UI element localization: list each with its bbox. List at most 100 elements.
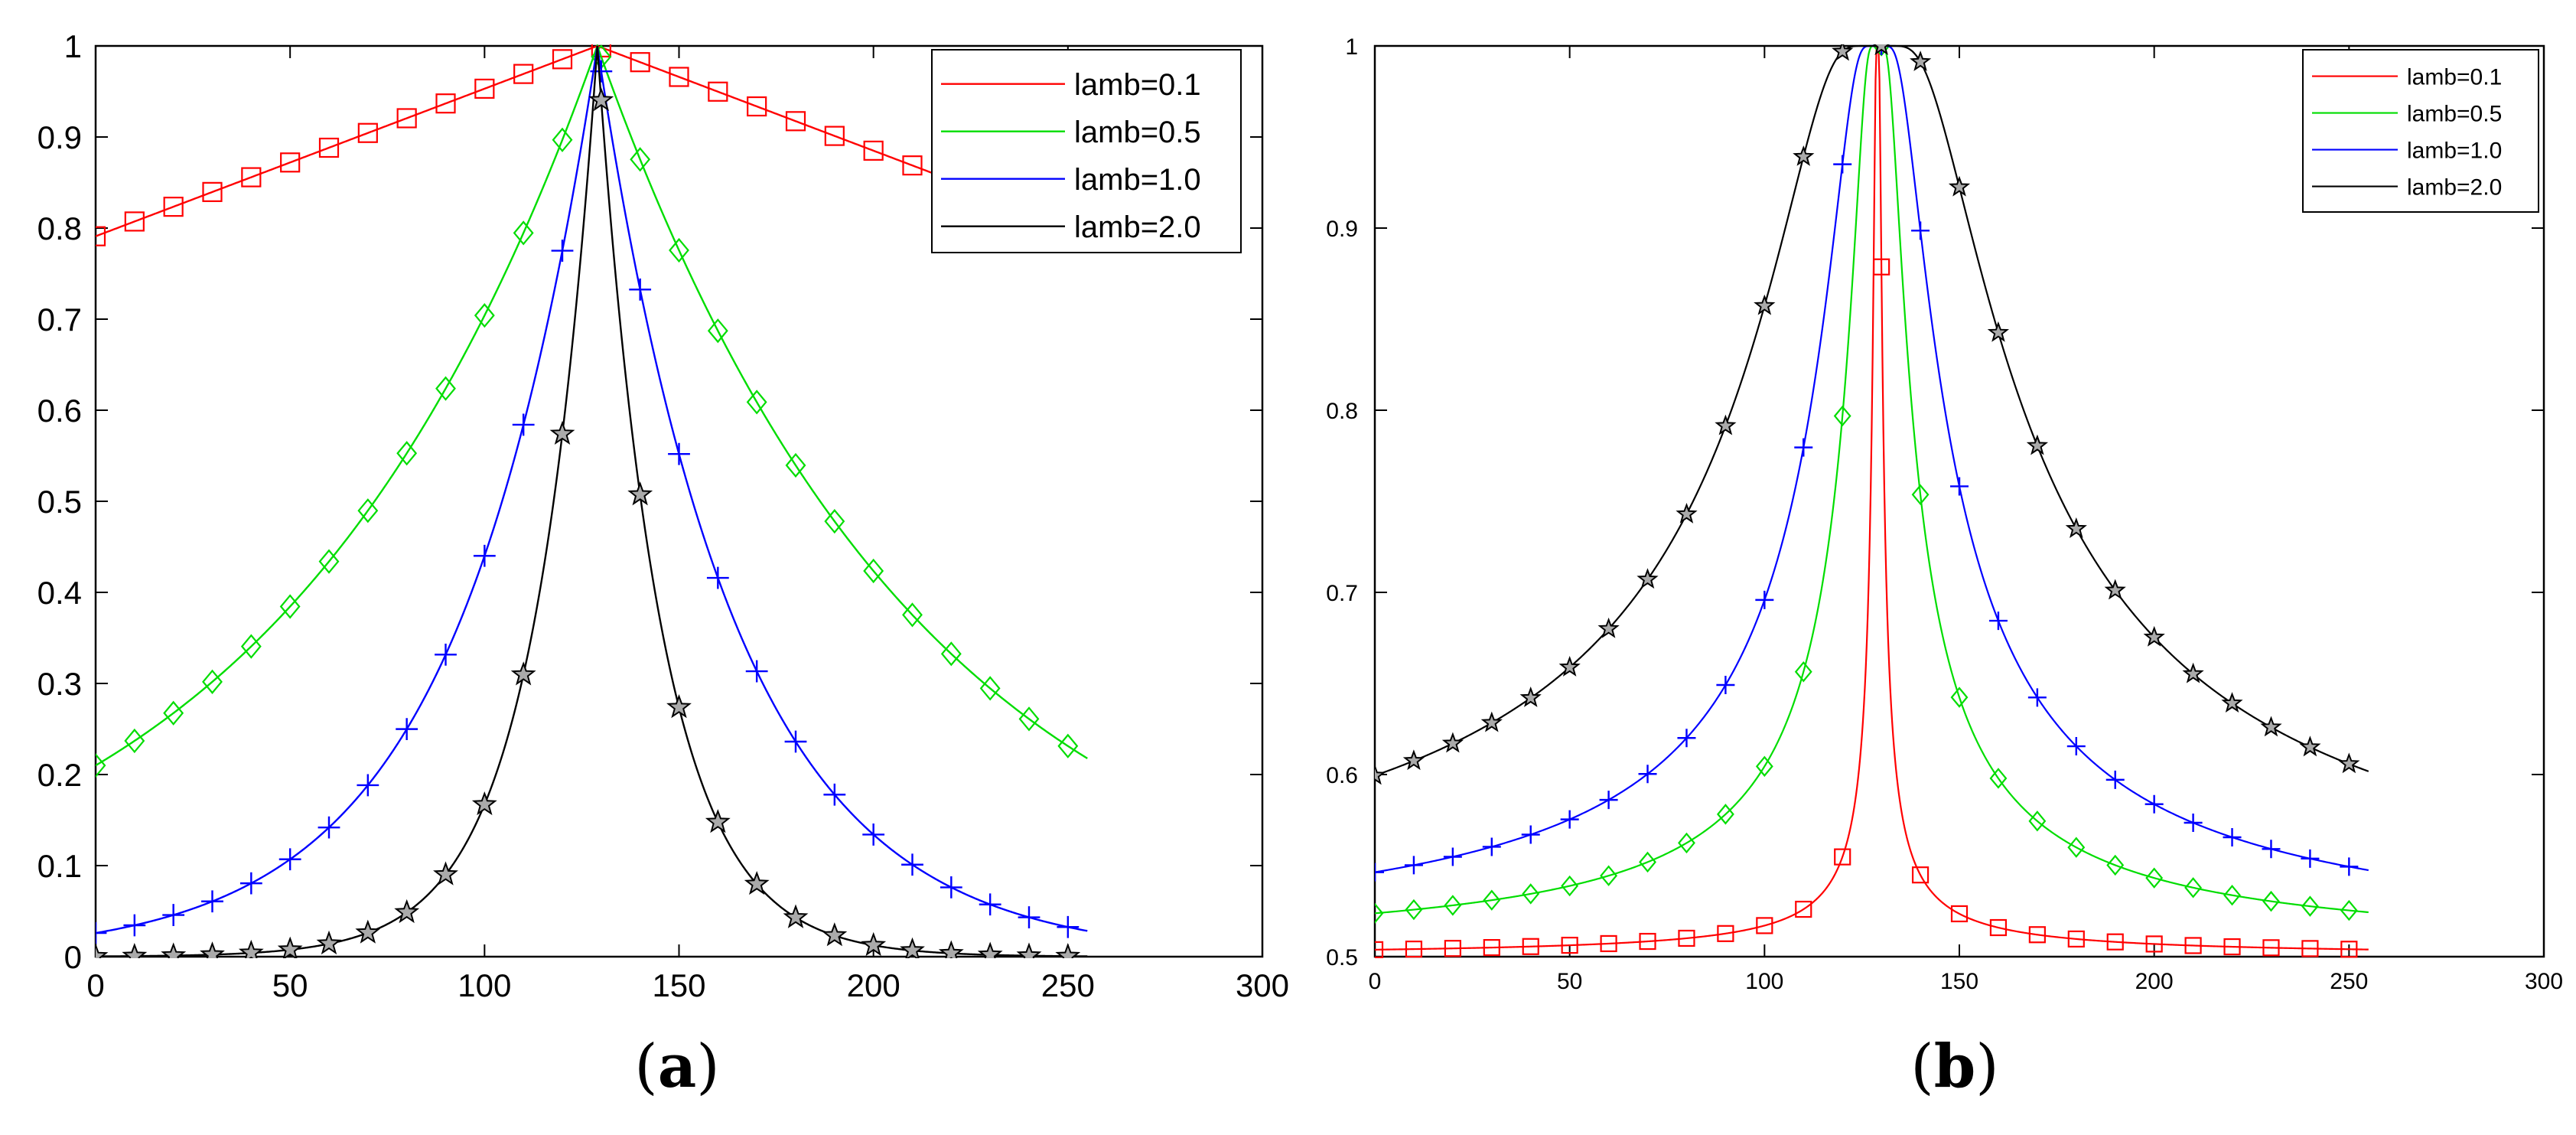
square-marker <box>241 167 262 188</box>
star-marker <box>977 941 1003 958</box>
caption-letter: b <box>1934 1032 1976 1101</box>
plus-marker <box>2262 840 2281 859</box>
diamond-marker <box>1018 706 1040 732</box>
y-tick-label: 0.2 <box>37 757 82 793</box>
legend-label: lamb=1.0 <box>1074 163 1201 197</box>
plus-marker <box>1443 847 1462 866</box>
plus-marker <box>2066 737 2086 756</box>
square-marker <box>318 137 340 158</box>
y-tick-label: 0.5 <box>1326 945 1358 970</box>
diamond-marker <box>746 390 767 415</box>
square-marker <box>280 152 301 173</box>
diamond-marker <box>2145 867 2164 889</box>
plus-marker <box>512 413 535 436</box>
plus-marker <box>1638 765 1657 784</box>
star-marker <box>1715 414 1737 435</box>
star-marker <box>2143 625 2165 647</box>
square-marker <box>785 111 806 132</box>
x-tick-label: 300 <box>1236 967 1289 1003</box>
plus-marker <box>239 872 262 895</box>
x-tick-label: 250 <box>2330 969 2368 994</box>
diamond-marker <box>1522 883 1540 905</box>
square-marker <box>1678 929 1695 947</box>
x-tick-label: 50 <box>272 967 308 1003</box>
square-marker <box>1989 918 2008 937</box>
series-line <box>96 44 1088 767</box>
plus-marker <box>1833 155 1852 174</box>
star-marker <box>666 694 692 719</box>
star-marker <box>96 943 109 958</box>
plus-marker <box>1404 856 1423 875</box>
diamond-marker <box>513 220 534 246</box>
diamond-marker <box>824 509 845 534</box>
plus-marker <box>979 893 1001 916</box>
star-marker <box>2338 752 2360 774</box>
diamond-marker <box>630 147 651 172</box>
diamond-marker <box>1405 899 1423 921</box>
star-marker <box>433 861 458 885</box>
diamond-marker <box>124 728 145 754</box>
plus-marker <box>1911 221 1930 240</box>
caption-open: ( <box>1910 1032 1933 1101</box>
plus-marker <box>629 278 652 301</box>
star-marker <box>2221 692 2243 713</box>
star-marker <box>394 899 420 924</box>
series-line <box>96 45 1088 957</box>
plus-marker <box>123 914 146 937</box>
star-marker <box>1016 942 1042 958</box>
square-marker <box>2106 933 2124 951</box>
star-marker <box>744 870 770 895</box>
square-marker <box>1717 925 1734 942</box>
x-tick-label: 250 <box>1041 967 1095 1003</box>
star-marker <box>1597 617 1620 638</box>
star-marker <box>2065 517 2087 539</box>
plus-marker <box>1057 915 1080 938</box>
star-marker <box>2026 434 2049 455</box>
y-tick-label: 0 <box>64 939 82 975</box>
diamond-marker <box>785 452 806 478</box>
diamond-marker <box>202 669 223 694</box>
diamond-marker <box>318 549 340 574</box>
diamond-marker <box>1561 875 1579 897</box>
plus-marker <box>2105 770 2125 789</box>
diamond-marker <box>2184 877 2203 899</box>
star-marker <box>1441 732 1464 753</box>
star-marker <box>1375 764 1386 785</box>
star-marker <box>1793 145 1815 166</box>
diamond-marker <box>902 602 923 628</box>
square-marker <box>2301 940 2319 957</box>
square-marker <box>902 155 923 176</box>
star-marker <box>1558 656 1581 677</box>
square-marker <box>552 49 573 70</box>
square-marker <box>863 140 884 161</box>
plus-marker <box>1950 477 1969 496</box>
diamond-marker <box>1716 804 1734 825</box>
square-marker <box>1483 939 1500 957</box>
diamond-marker <box>2067 837 2086 858</box>
square-marker <box>2340 941 2358 958</box>
square-marker <box>1950 905 1969 923</box>
diamond-marker <box>863 558 884 584</box>
series-lamb-0-1 <box>1375 44 2369 958</box>
diamond-marker <box>1911 484 1930 506</box>
diamond-marker <box>279 594 301 619</box>
diamond-marker <box>2340 899 2358 921</box>
legend-label: lamb=2.0 <box>2407 174 2502 200</box>
square-marker <box>2067 930 2085 948</box>
plus-marker <box>201 890 223 913</box>
y-tick-label: 0.7 <box>37 302 82 338</box>
square-marker <box>513 64 534 84</box>
diamond-marker <box>979 676 1001 701</box>
diamond-marker <box>669 237 689 263</box>
plus-marker <box>1375 863 1384 882</box>
square-marker <box>1834 848 1851 866</box>
diamond-marker <box>1989 768 2008 789</box>
plus-marker <box>551 240 574 262</box>
diamond-marker <box>1444 895 1462 916</box>
x-tick-label: 0 <box>1369 969 1382 994</box>
series-lamb-0-5 <box>1375 44 2369 925</box>
star-marker <box>1480 711 1503 732</box>
x-tick-label: 100 <box>458 967 511 1003</box>
diamond-marker <box>2262 890 2280 912</box>
x-tick-label: 200 <box>847 967 900 1003</box>
